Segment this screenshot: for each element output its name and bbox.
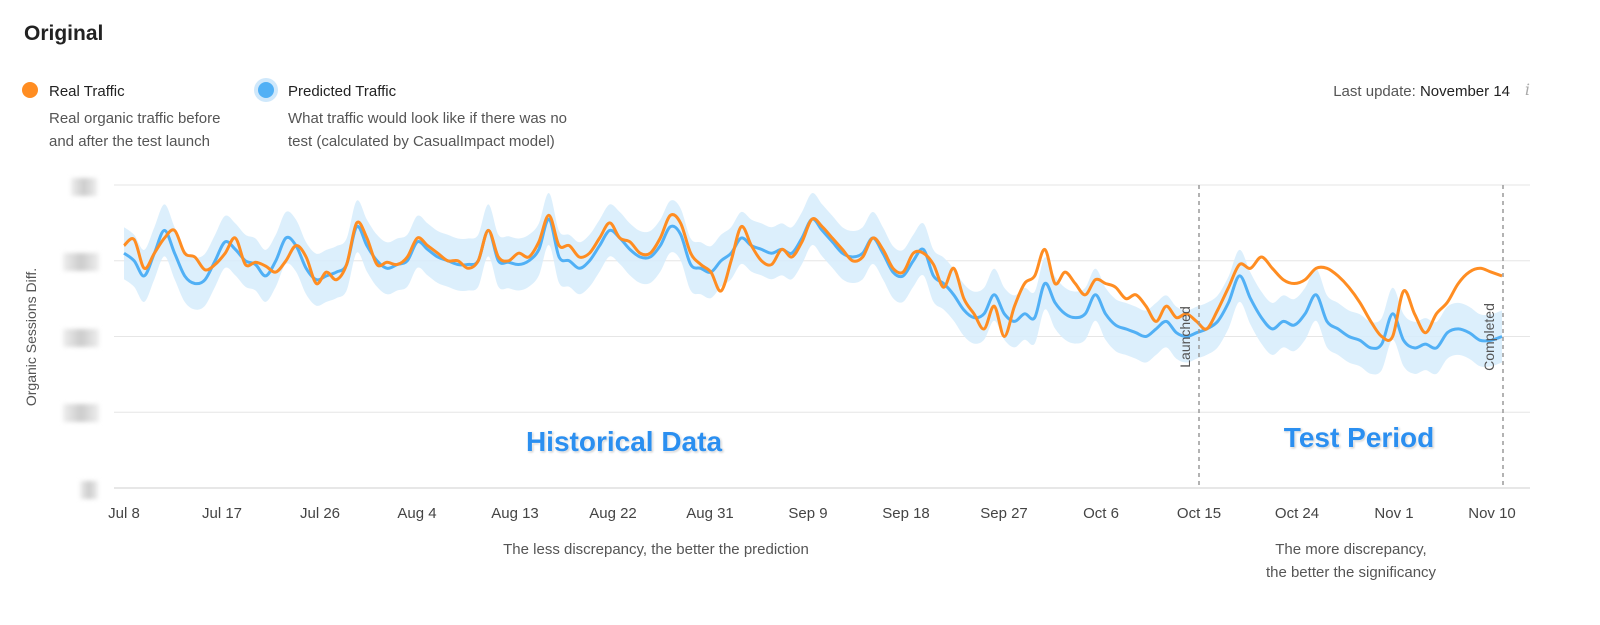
x-tick-label: Jul 17 <box>201 505 243 522</box>
x-tick-label: Sep 18 <box>882 505 930 522</box>
chart-title: Original <box>24 22 104 45</box>
last-update: Last update: November 14 <box>1333 83 1510 100</box>
info-icon[interactable]: i <box>1524 80 1530 99</box>
legend-predicted-desc-2: test (calculated by CasualImpact model) <box>288 133 555 150</box>
y-tick-blurred <box>63 253 99 271</box>
historical-data-annotation: Historical Data <box>525 426 723 457</box>
completed-marker-label: Completed <box>1481 303 1497 371</box>
launched-marker-label: Launched <box>1177 306 1193 368</box>
legend-predicted-desc-1: What traffic would look like if there wa… <box>288 110 568 127</box>
x-tick-label: Jul 26 <box>299 505 341 522</box>
predicted-traffic-dot-icon <box>258 82 274 98</box>
last-update-value: November 14 <box>1419 83 1510 100</box>
note-left: The less discrepancy, the better the pre… <box>503 541 809 558</box>
x-tick-label: Aug 4 <box>397 505 437 522</box>
x-tick-label: Sep 27 <box>980 505 1028 522</box>
x-tick-label: Aug 31 <box>686 505 734 522</box>
x-tick-label: Oct 24 <box>1274 505 1320 522</box>
x-tick-label: Sep 9 <box>788 505 828 522</box>
real-traffic-line <box>123 213 1503 342</box>
note-right: The more discrepancy, the better the sig… <box>1266 538 1436 584</box>
y-tick-blurred <box>63 404 99 422</box>
legend-real-desc-2: and after the test launch <box>49 133 210 150</box>
legend-real-label: Real Traffic <box>49 83 125 100</box>
legend-real-desc: Real organic traffic before and after th… <box>49 107 220 153</box>
x-tick-label: Aug 22 <box>589 505 637 522</box>
legend-predicted-label: Predicted Traffic <box>288 83 397 100</box>
legend-predicted-desc: What traffic would look like if there wa… <box>288 107 567 153</box>
x-tick-label: Nov 1 <box>1374 505 1414 522</box>
last-update-label: Last update: <box>1333 83 1416 100</box>
x-tick-label: Jul 8 <box>108 505 140 522</box>
real-traffic-dot-icon <box>22 82 38 98</box>
x-tick-label: Aug 13 <box>491 505 539 522</box>
note-right-2: the better the significancy <box>1265 564 1437 581</box>
test-period-annotation: Test Period <box>1283 422 1435 453</box>
note-right-1: The more discrepancy, <box>1275 541 1427 558</box>
x-tick-label: Oct 6 <box>1083 505 1119 522</box>
x-tick-label: Oct 15 <box>1176 505 1222 522</box>
y-tick-blurred <box>80 481 98 499</box>
x-tick-label: Nov 10 <box>1468 505 1516 522</box>
legend-real-desc-1: Real organic traffic before <box>49 110 221 127</box>
y-tick-blurred <box>71 178 97 196</box>
y-tick-blurred <box>63 329 99 347</box>
